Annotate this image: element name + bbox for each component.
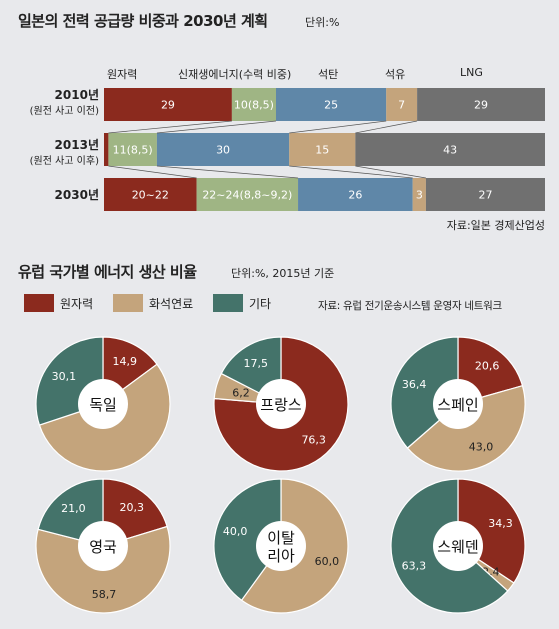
legend-fossil: 화석연료: [113, 293, 193, 313]
pie-value-label: 34,3: [488, 517, 513, 530]
bar-value-label: 11(8,5): [113, 144, 153, 157]
pie-country-label: 리아: [267, 547, 295, 565]
legend-label-fossil: 화석연료: [149, 296, 194, 311]
bar-value-label: 26: [348, 189, 362, 202]
row-label-2030: 2030년: [54, 188, 99, 202]
pie-country-label: 프랑스: [260, 396, 302, 414]
row-label-2010: 2010년: [54, 88, 99, 102]
pie-slice: [406, 384, 526, 472]
pie-value-label: 21,0: [61, 502, 86, 515]
bar-segment: [104, 178, 197, 211]
unit-label-japan: 단위:%: [305, 16, 340, 29]
legend-label-nuclear: 원자력: [60, 296, 94, 311]
pie-value-label: 40,0: [223, 525, 248, 538]
bar-connector: [108, 165, 197, 179]
column-header-lng: LNG: [460, 66, 483, 79]
column-header-coal: 석탄: [318, 68, 339, 81]
bar-segment: [289, 133, 356, 166]
pie-center-hole: [433, 521, 483, 571]
pie-country-label: 스페인: [437, 396, 478, 414]
legend-other: 기타: [213, 293, 271, 313]
pie-value-label: 20,6: [475, 360, 500, 373]
bar-segment: [425, 178, 545, 211]
pie-center-hole: [256, 379, 306, 429]
pie-center-hole: [78, 379, 128, 429]
bar-connector: [355, 120, 418, 134]
pie-value-label: 30,1: [52, 370, 77, 383]
bar-value-label: 10(8,5): [234, 99, 274, 112]
bar-segment: [196, 178, 299, 211]
pie-center-hole: [433, 379, 483, 429]
pie-center-hole: [256, 521, 306, 571]
column-header-oil: 석유: [385, 68, 406, 81]
source-japan: 자료:일본 경제산업성: [446, 219, 545, 232]
pie-center-hole: [78, 521, 128, 571]
pie-value-label: 14,9: [113, 355, 138, 368]
bar-segment: [298, 178, 413, 211]
pie-slice: [213, 478, 282, 602]
legend-swatch-fossil: [113, 294, 143, 312]
pie-country-label: 영국: [89, 538, 117, 556]
bar-segment: [104, 88, 232, 121]
bar-segment: [231, 88, 276, 121]
source-europe: 자료: 유럽 전기운송시스템 운영자 네트워크: [318, 300, 502, 312]
legend-nuclear: 원자력: [24, 293, 93, 313]
pie-slice: [213, 336, 349, 472]
bar-segment: [275, 88, 387, 121]
bar-value-label: 30: [216, 144, 230, 157]
legend-label-other: 기타: [249, 296, 272, 311]
legend-swatch-nuclear: [24, 294, 54, 312]
row-note-2013: (원전 사고 이후): [29, 156, 99, 167]
pie-value-label: 20,3: [119, 501, 144, 514]
bar-connector: [355, 165, 426, 179]
pie-country-label: 스웨덴: [437, 538, 478, 556]
bar-value-label: 7: [398, 99, 405, 112]
column-header-nuclear: 원자력: [107, 68, 138, 81]
chart-title-japan: 일본의 전력 공급량 비중과 2030년 계획: [18, 12, 268, 30]
bar-connector: [156, 165, 299, 179]
bar-value-label: 43: [443, 144, 457, 157]
bar-value-label: 29: [474, 99, 488, 112]
bar-value-label: 22~24(8,8~9,2): [202, 189, 292, 202]
pie-value-label: 60,0: [315, 555, 340, 568]
bar-segment: [104, 133, 109, 166]
bar-connector: [289, 120, 387, 134]
pie-value-label: 17,5: [244, 357, 269, 370]
bar-value-label: 25: [324, 99, 338, 112]
bar-value-label: 27: [478, 189, 492, 202]
bar-value-label: 20~22: [132, 189, 169, 202]
bar-connector: [289, 165, 413, 179]
unit-label-europe: 단위:%, 2015년 기준: [231, 267, 335, 280]
pie-charts: 14,9 30,1 독일 76,3 6,2 17,5 프랑스 20,6 43,0 36,4 스페인 2…: [35, 336, 526, 614]
bar-segment: [108, 133, 157, 166]
bar-segment: [156, 133, 290, 166]
pie-slice: [390, 336, 459, 449]
bar-value-label: 29: [161, 99, 175, 112]
stacked-bar-chart: 2910(8,5)25729111(8,5)30154320~2222~24(8…: [104, 88, 545, 211]
chart-title-europe: 유럽 국가별 에너지 생산 비율: [18, 263, 197, 281]
bar-segment: [417, 88, 545, 121]
bar-segment: [386, 88, 418, 121]
pie-value-label: 6,2: [232, 387, 250, 400]
bar-connector: [156, 120, 277, 134]
pie-value-label: 43,0: [469, 440, 494, 453]
row-label-2013: 2013년: [54, 138, 99, 152]
bar-connector: [108, 120, 232, 134]
legend-swatch-other: [213, 294, 243, 312]
pie-value-label: 58,7: [92, 588, 117, 601]
pie-country-label: 이탈: [267, 529, 295, 547]
pie-value-label: 36,4: [402, 378, 427, 391]
bar-value-label: 15: [315, 144, 329, 157]
bar-segment: [412, 178, 426, 211]
bar-value-label: 3: [416, 189, 423, 202]
pie-value-label: 76,3: [301, 433, 326, 446]
pie-country-label: 독일: [89, 396, 117, 414]
pie-value-label: 63,3: [402, 560, 427, 573]
column-header-renewable: 신재생에너지(수력 비중): [178, 68, 292, 81]
row-note-2010: (원전 사고 이전): [29, 106, 99, 117]
bar-segment: [355, 133, 545, 166]
